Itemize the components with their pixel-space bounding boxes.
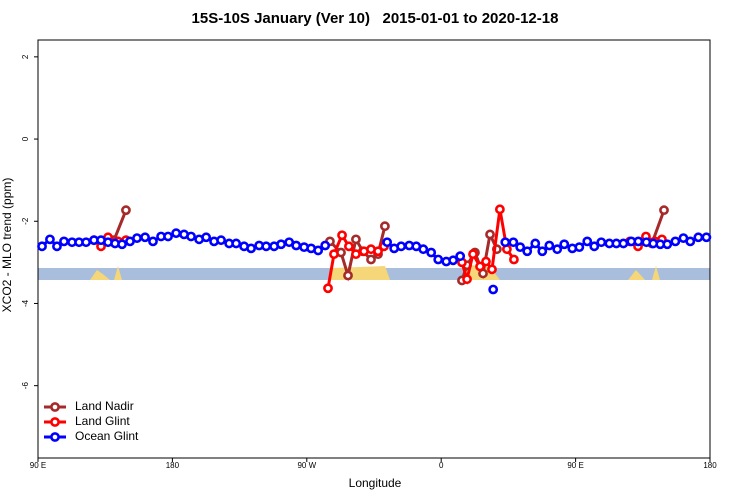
- point: [59, 236, 69, 247]
- x-tick-label: 90 E: [30, 461, 46, 470]
- legend-marker: [50, 402, 60, 412]
- y-axis-label: XCO2 - MLO trend (ppm): [0, 178, 14, 313]
- x-tick-label: 90 E: [567, 461, 583, 470]
- y-tick-label: 0: [21, 136, 30, 141]
- point: [343, 270, 353, 281]
- legend-label: Land Nadir: [75, 399, 134, 413]
- point: [522, 246, 533, 257]
- point: [659, 205, 669, 216]
- land-shape: [628, 270, 645, 280]
- point: [246, 243, 256, 254]
- point: [351, 234, 361, 245]
- point: [475, 261, 485, 272]
- point: [380, 221, 390, 232]
- point: [329, 249, 339, 260]
- point: [455, 251, 466, 262]
- point: [488, 284, 499, 295]
- point: [500, 237, 511, 248]
- point: [685, 236, 696, 247]
- point: [508, 237, 519, 248]
- land-shape: [114, 266, 122, 280]
- legend-marker: [50, 417, 60, 427]
- legend-label: Land Glint: [75, 414, 130, 428]
- point: [633, 236, 644, 247]
- y-tick-label: 2: [21, 54, 30, 59]
- x-tick-label: 0: [439, 461, 444, 470]
- y-tick-label: -6: [21, 382, 30, 390]
- point: [320, 240, 331, 251]
- point: [468, 249, 478, 260]
- point: [589, 241, 600, 252]
- y-tick-label: -2: [21, 217, 30, 225]
- point: [693, 232, 704, 243]
- point: [186, 231, 196, 242]
- point: [544, 240, 555, 251]
- point: [117, 239, 127, 250]
- chart-title: 15S-10S January (Ver 10) 2015-01-01 to 2…: [192, 10, 559, 27]
- legend-label: Ocean Glint: [75, 429, 139, 443]
- point: [373, 246, 383, 257]
- point: [670, 236, 681, 247]
- point: [313, 245, 324, 256]
- point: [530, 238, 541, 249]
- point: [509, 254, 519, 265]
- point: [291, 240, 302, 251]
- point: [337, 230, 347, 241]
- point: [485, 229, 495, 240]
- point: [487, 264, 497, 275]
- point: [582, 236, 593, 247]
- point: [148, 236, 158, 247]
- point: [494, 204, 505, 215]
- point: [37, 241, 47, 252]
- point: [662, 239, 673, 250]
- land-shape: [90, 270, 110, 280]
- point: [481, 256, 491, 267]
- surface-band: [38, 265, 710, 280]
- point: [382, 237, 393, 248]
- point: [418, 244, 429, 255]
- point: [52, 241, 62, 252]
- x-tick-label: 180: [166, 461, 180, 470]
- point: [426, 247, 437, 258]
- point: [701, 232, 712, 243]
- point: [81, 237, 91, 248]
- point: [171, 228, 182, 239]
- point: [396, 241, 407, 252]
- point: [121, 205, 131, 216]
- point: [163, 231, 173, 242]
- point: [323, 283, 333, 294]
- point: [618, 238, 629, 249]
- land-shape: [328, 266, 390, 280]
- point: [559, 239, 570, 250]
- point: [231, 238, 242, 249]
- point: [552, 244, 563, 255]
- point: [140, 232, 150, 243]
- point: [366, 254, 376, 265]
- point: [574, 242, 585, 253]
- x-tick-label: 180: [703, 461, 717, 470]
- point: [596, 237, 607, 248]
- point: [45, 234, 55, 245]
- point: [351, 249, 361, 260]
- series-line: [112, 209, 666, 282]
- point: [276, 239, 287, 250]
- x-tick-label: 90 W: [297, 461, 316, 470]
- point: [448, 255, 459, 266]
- point: [261, 241, 272, 252]
- point: [344, 241, 354, 252]
- land-shape: [652, 266, 660, 280]
- legend-marker: [50, 432, 60, 442]
- point: [537, 246, 548, 257]
- point: [216, 235, 226, 246]
- point: [433, 254, 444, 265]
- point: [515, 242, 526, 253]
- x-axis-label: Longitude: [349, 476, 402, 490]
- point: [201, 232, 212, 243]
- y-tick-label: -4: [21, 299, 30, 307]
- point: [462, 274, 472, 285]
- point: [132, 233, 142, 244]
